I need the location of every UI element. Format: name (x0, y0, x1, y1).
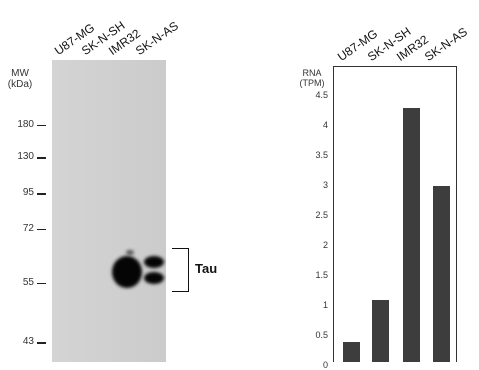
mw-marker-tick (37, 228, 46, 231)
rna-y-tick-label: 3 (322, 180, 328, 190)
mw-marker-label: 95 (22, 187, 34, 199)
rna-y-tick-label: 4.5 (315, 90, 328, 100)
mw-marker-tick (37, 282, 46, 285)
mw-title-line2: (kDa) (7, 79, 33, 90)
band-sknas-upper (144, 256, 164, 268)
rna-axis-title: RNA (TPM) (292, 68, 332, 88)
mw-marker-tick (37, 193, 46, 195)
band-imr32-faint (126, 250, 134, 255)
rna-bar (342, 342, 360, 362)
band-imr32 (112, 256, 142, 288)
rna-y-tick-label: 2 (322, 240, 328, 250)
mw-marker-label: 180 (17, 118, 34, 130)
rna-bar (402, 108, 420, 362)
mw-marker-tick (37, 342, 46, 344)
mw-marker-tick (37, 157, 46, 159)
blot-membrane (52, 60, 166, 362)
rna-plot-frame (333, 66, 457, 362)
rna-title-line1: RNA (302, 68, 322, 78)
mw-marker-label: 72 (22, 222, 34, 234)
rna-y-tick-label: 2.5 (315, 210, 328, 220)
rna-title-line2: (TPM) (299, 78, 325, 88)
tau-label: Tau (195, 261, 218, 276)
mw-marker-label: 130 (17, 151, 34, 163)
mw-marker-label: 43 (22, 336, 34, 348)
mw-marker-label: 55 (22, 276, 34, 288)
rna-y-tick-label: 3.5 (315, 150, 328, 160)
rna-y-tick-label: 4 (322, 120, 328, 130)
rna-y-tick-label: 1.5 (315, 270, 328, 280)
tau-bracket (172, 248, 189, 292)
rna-bar (432, 186, 450, 362)
mw-title-line1: MW (11, 68, 29, 79)
mw-marker-tick (37, 124, 46, 127)
band-sknas-lower (144, 272, 164, 284)
rna-y-tick-label: 0.5 (315, 330, 328, 340)
mw-title: MW (kDa) (0, 68, 40, 90)
rna-bar (371, 300, 389, 362)
rna-y-tick-label: 1 (322, 300, 328, 310)
